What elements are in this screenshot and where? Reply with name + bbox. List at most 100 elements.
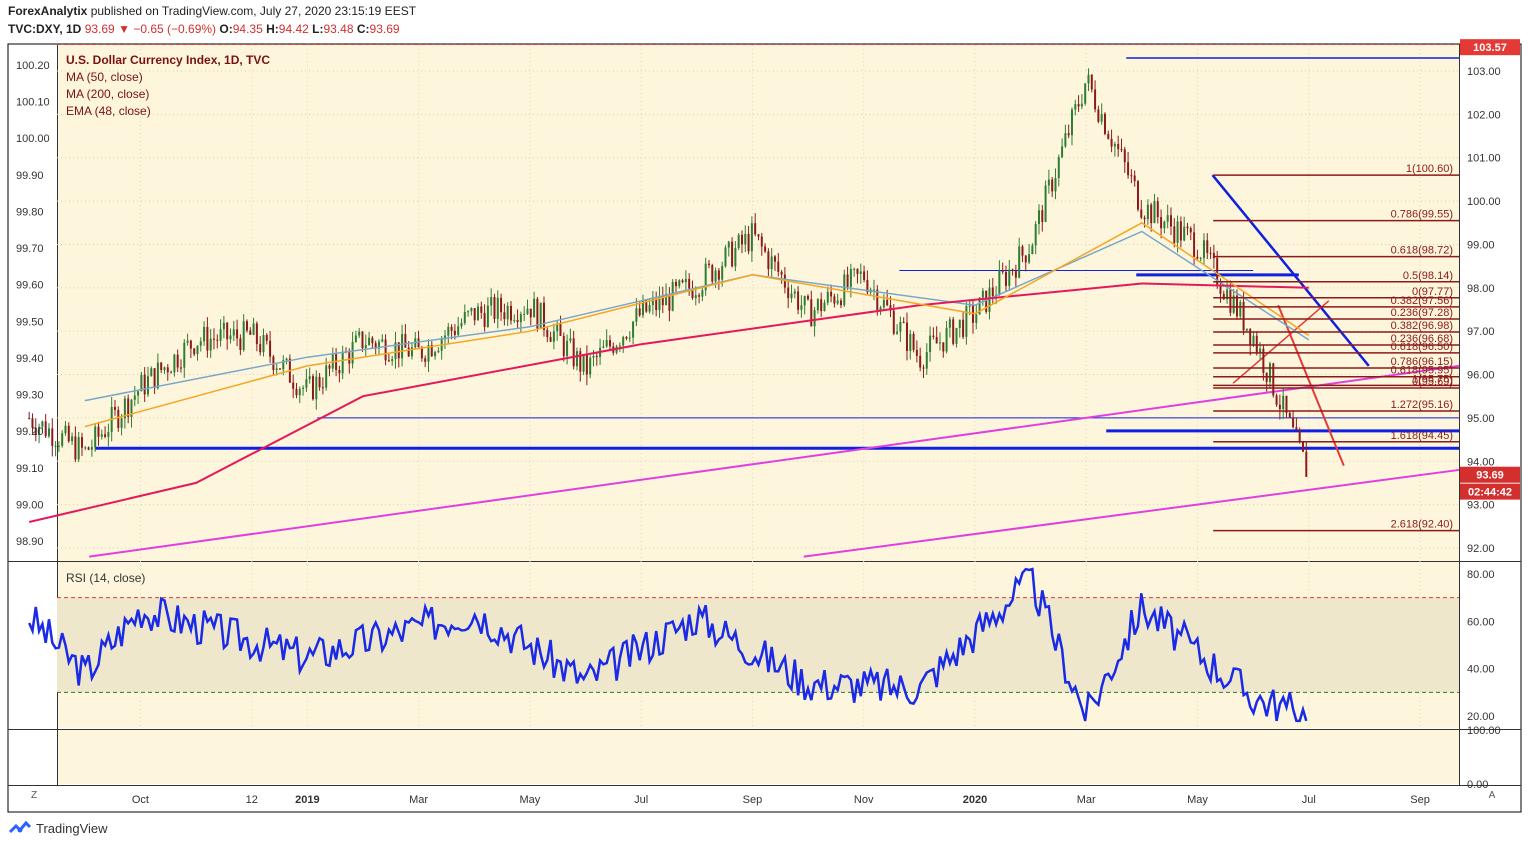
legend-item[interactable]: MA (50, close) <box>66 70 143 84</box>
candle-body <box>717 270 720 280</box>
auto-scale-button[interactable]: A <box>1488 790 1496 801</box>
price-tick-label: 95.00 <box>1467 413 1495 425</box>
candle-body <box>665 294 668 306</box>
candle-body <box>47 428 50 437</box>
candle-body <box>747 233 750 252</box>
candle-body <box>737 234 740 249</box>
candle-body <box>1301 441 1304 452</box>
candle-body <box>41 421 44 427</box>
candle-body <box>1275 395 1278 405</box>
candle-body <box>625 336 628 339</box>
candle-body <box>757 234 760 237</box>
candle-body <box>183 342 186 368</box>
legend-item[interactable]: MA (200, close) <box>66 87 149 101</box>
candle-body <box>100 434 103 437</box>
left-tick-label: 99.50 <box>16 316 44 328</box>
candle-body <box>562 335 565 357</box>
candle-body <box>476 306 479 321</box>
candle-body <box>863 271 866 280</box>
candle-body <box>651 298 654 306</box>
zoom-button[interactable]: Z <box>30 790 38 801</box>
candle-body <box>658 296 661 311</box>
candle-body <box>1123 149 1126 163</box>
low-value: 93.48 <box>323 22 354 36</box>
candle-body <box>500 297 503 313</box>
candle-body <box>1107 133 1110 139</box>
candle-body <box>1209 252 1212 254</box>
candle-body <box>430 344 433 357</box>
published-text: published on TradingView.com, July 27, 2… <box>90 4 417 18</box>
candle-body <box>998 270 1001 295</box>
candle-body <box>1136 181 1139 210</box>
price-tick-label: 101.00 <box>1467 153 1501 165</box>
fib-label: 1.272(95.16) <box>1391 399 1453 411</box>
candle-body <box>750 223 753 252</box>
fib-levels: 1(100.60) 0.786(99.55) 0.618(98.72) 0.5(98.… <box>1213 163 1459 532</box>
price-tick-label: 94.00 <box>1467 456 1495 468</box>
left-tick-label: 100.00 <box>16 133 50 145</box>
candle-body <box>688 278 691 289</box>
candle-body <box>1163 221 1166 229</box>
candle-body <box>282 360 285 370</box>
candle-body <box>252 323 255 335</box>
candle-body <box>942 342 945 352</box>
candle-body <box>265 335 268 341</box>
candle-body <box>899 321 902 332</box>
candle-body <box>513 320 516 322</box>
rsi-legend[interactable]: RSI (14, close) <box>66 571 145 585</box>
candle-body <box>605 340 608 347</box>
candle-body <box>67 425 70 442</box>
candle-body <box>120 418 123 428</box>
candle-body <box>1133 175 1136 182</box>
candle-body <box>1183 226 1186 241</box>
candle-body <box>113 406 116 410</box>
candle-body <box>146 376 149 395</box>
candle-body <box>823 302 826 312</box>
candle-body <box>777 261 780 272</box>
candle-body <box>668 294 671 311</box>
candle-body <box>1064 133 1067 147</box>
candle-body <box>849 268 852 287</box>
candle-body <box>922 367 925 369</box>
legend-item[interactable]: EMA (48, close) <box>66 104 151 118</box>
candle-body <box>38 426 41 435</box>
candle-body <box>787 287 790 299</box>
candle-body <box>1054 178 1057 192</box>
candle-body <box>975 314 978 323</box>
candle-body <box>1090 74 1093 90</box>
candle-body <box>338 370 341 374</box>
publisher-name[interactable]: ForexAnalytix <box>8 4 88 18</box>
candle-body <box>744 233 747 245</box>
candle-body <box>80 437 83 448</box>
candle-body <box>199 341 202 346</box>
candle-body <box>381 339 384 342</box>
candle-body <box>1169 215 1172 227</box>
candle-body <box>325 365 328 388</box>
candle-body <box>889 305 892 311</box>
candle-body <box>71 436 74 442</box>
tradingview-brand[interactable]: TradingView <box>36 820 108 836</box>
candle-body <box>523 313 526 315</box>
candle-body <box>1097 109 1100 122</box>
indicators <box>28 221 1310 523</box>
candle-body <box>602 346 605 348</box>
candle-body <box>1047 179 1050 186</box>
legend-title: U.S. Dollar Currency Index, 1D, TVC <box>66 53 270 67</box>
last-price-badge: 93.69 <box>1476 470 1504 482</box>
ohlc-line: TVC:DXY, 1D 93.69 ▼ −0.65 (−0.69%) O:94.… <box>8 22 400 36</box>
candle-body <box>971 305 974 323</box>
candle-body <box>1288 412 1291 418</box>
candle-body <box>54 445 57 447</box>
left-tick-label: 99.40 <box>16 353 44 365</box>
candle-body <box>770 256 773 270</box>
fib-label: 2.618(92.40) <box>1391 519 1453 531</box>
price-tick-label: 100.00 <box>1467 196 1501 208</box>
candle-body <box>694 295 697 299</box>
candle-body <box>691 288 694 299</box>
candle-body <box>341 351 344 374</box>
candle-body <box>575 351 578 367</box>
candle-body <box>872 289 875 291</box>
candle-body <box>173 354 176 373</box>
candle-body <box>1113 143 1116 147</box>
